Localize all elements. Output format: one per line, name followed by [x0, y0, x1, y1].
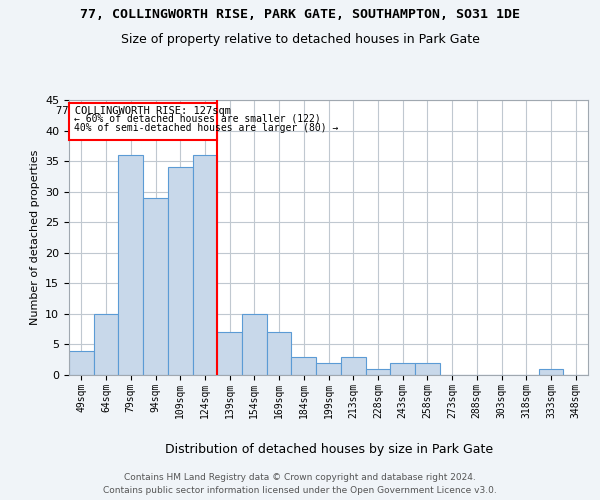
Bar: [94, 314, 118, 375]
Bar: [168, 167, 193, 375]
Bar: [118, 155, 143, 375]
Text: Distribution of detached houses by size in Park Gate: Distribution of detached houses by size …: [165, 442, 493, 456]
Bar: [193, 155, 217, 375]
Bar: [539, 369, 563, 375]
Text: 77, COLLINGWORTH RISE, PARK GATE, SOUTHAMPTON, SO31 1DE: 77, COLLINGWORTH RISE, PARK GATE, SOUTHA…: [80, 8, 520, 20]
Bar: [217, 332, 242, 375]
Bar: [365, 369, 390, 375]
Bar: [415, 363, 440, 375]
Text: 40% of semi-detached houses are larger (80) →: 40% of semi-detached houses are larger (…: [74, 123, 338, 133]
Y-axis label: Number of detached properties: Number of detached properties: [29, 150, 40, 325]
Text: Contains HM Land Registry data © Crown copyright and database right 2024.: Contains HM Land Registry data © Crown c…: [124, 472, 476, 482]
Bar: [69, 350, 94, 375]
Bar: [267, 332, 292, 375]
Bar: [242, 314, 267, 375]
Bar: [390, 363, 415, 375]
Bar: [341, 356, 365, 375]
Text: 77 COLLINGWORTH RISE: 127sqm: 77 COLLINGWORTH RISE: 127sqm: [56, 106, 230, 116]
Bar: [316, 363, 341, 375]
Bar: [143, 198, 168, 375]
Bar: [69, 103, 217, 140]
Text: Contains public sector information licensed under the Open Government Licence v3: Contains public sector information licen…: [103, 486, 497, 495]
Text: Size of property relative to detached houses in Park Gate: Size of property relative to detached ho…: [121, 32, 479, 46]
Bar: [292, 356, 316, 375]
Text: ← 60% of detached houses are smaller (122): ← 60% of detached houses are smaller (12…: [74, 114, 320, 124]
